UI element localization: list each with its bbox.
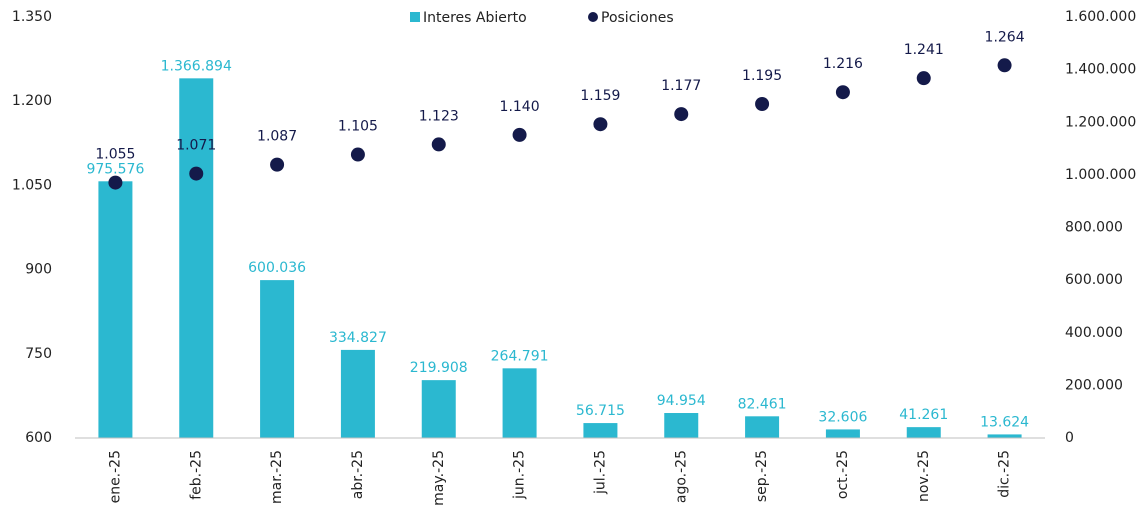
dot-value-label: 1.071 bbox=[176, 138, 216, 154]
y2-tick-label: 200.000 bbox=[1065, 377, 1123, 393]
y2-tick-label: 800.000 bbox=[1065, 220, 1123, 236]
dot-value-label: 1.195 bbox=[742, 68, 782, 84]
y-tick-label: 600 bbox=[25, 430, 52, 446]
y2-tick-label: 1.600.000 bbox=[1065, 9, 1136, 25]
dot bbox=[593, 117, 608, 132]
bar bbox=[987, 434, 1022, 438]
dot-value-label: 1.241 bbox=[904, 42, 944, 58]
bar-value-label: 334.827 bbox=[329, 330, 387, 346]
y2-tick-label: 1.200.000 bbox=[1065, 114, 1136, 130]
legend-label: Interes Abierto bbox=[423, 10, 527, 26]
dot-value-label: 1.159 bbox=[580, 88, 620, 104]
bar-value-label: 264.791 bbox=[491, 348, 549, 364]
x-tick-label: ago.-25 bbox=[673, 450, 689, 503]
bar bbox=[664, 413, 699, 438]
bar-value-label: 82.461 bbox=[738, 396, 787, 412]
bar-value-label: 32.606 bbox=[818, 409, 867, 425]
dot-value-label: 1.123 bbox=[419, 108, 459, 124]
x-tick-label: ene.-25 bbox=[107, 450, 123, 503]
x-tick-label: sep.-25 bbox=[754, 450, 770, 502]
bar-value-label: 94.954 bbox=[657, 393, 706, 409]
dot-value-label: 1.140 bbox=[500, 99, 540, 115]
bar bbox=[98, 181, 133, 438]
dot bbox=[755, 97, 770, 112]
dot-value-label: 1.216 bbox=[823, 56, 863, 72]
y2-tick-label: 1.400.000 bbox=[1065, 62, 1136, 78]
x-tick-label: feb.-25 bbox=[188, 450, 204, 500]
dot bbox=[189, 166, 204, 181]
y-tick-label: 750 bbox=[25, 346, 52, 362]
bar-value-label: 13.624 bbox=[980, 414, 1029, 430]
x-tick-label: jun.-25 bbox=[512, 450, 528, 500]
y2-tick-label: 400.000 bbox=[1065, 325, 1123, 341]
legend-swatch bbox=[588, 12, 598, 22]
x-tick-label: jul.-25 bbox=[592, 450, 608, 495]
x-tick-label: oct.-25 bbox=[835, 450, 851, 499]
y2-tick-label: 0 bbox=[1065, 430, 1074, 446]
x-tick-label: mar.-25 bbox=[269, 450, 285, 504]
bar-value-label: 41.261 bbox=[899, 407, 948, 423]
dot bbox=[350, 147, 365, 162]
dot bbox=[997, 58, 1012, 73]
bar bbox=[421, 380, 456, 438]
dot bbox=[270, 157, 285, 172]
y-tick-label: 1.200 bbox=[12, 93, 52, 109]
dot bbox=[835, 85, 850, 100]
dot-value-label: 1.055 bbox=[95, 147, 135, 163]
bar bbox=[583, 423, 618, 438]
x-tick-label: may.-25 bbox=[431, 450, 447, 506]
dot bbox=[916, 71, 931, 86]
dot-value-label: 1.264 bbox=[985, 29, 1025, 45]
dot bbox=[512, 127, 527, 142]
bar-value-label: 975.576 bbox=[86, 161, 144, 177]
bar bbox=[340, 349, 375, 438]
bar-value-label: 600.036 bbox=[248, 260, 306, 276]
dot-value-label: 1.087 bbox=[257, 129, 297, 145]
legend-swatch bbox=[410, 12, 420, 22]
dot bbox=[431, 137, 446, 152]
y-tick-label: 1.050 bbox=[12, 177, 52, 193]
bar bbox=[825, 429, 860, 438]
dot-value-label: 1.177 bbox=[661, 78, 701, 94]
bar bbox=[260, 280, 295, 438]
bar-value-label: 1.366.894 bbox=[161, 58, 232, 74]
bar-value-label: 56.715 bbox=[576, 403, 625, 419]
legend-label: Posiciones bbox=[601, 10, 674, 26]
dot-value-label: 1.105 bbox=[338, 119, 378, 135]
x-tick-label: nov.-25 bbox=[916, 450, 932, 502]
y2-tick-label: 600.000 bbox=[1065, 272, 1123, 288]
bar bbox=[502, 368, 537, 438]
bar bbox=[745, 416, 780, 438]
dot bbox=[108, 175, 123, 190]
bar bbox=[906, 427, 941, 438]
y-tick-label: 900 bbox=[25, 262, 52, 278]
y2-tick-label: 1.000.000 bbox=[1065, 167, 1136, 183]
x-tick-label: dic.-25 bbox=[997, 450, 1013, 498]
bar-value-label: 219.908 bbox=[410, 360, 468, 376]
dot bbox=[674, 107, 689, 122]
x-tick-label: abr.-25 bbox=[350, 450, 366, 499]
bar bbox=[179, 78, 214, 439]
y-tick-label: 1.350 bbox=[12, 9, 52, 25]
